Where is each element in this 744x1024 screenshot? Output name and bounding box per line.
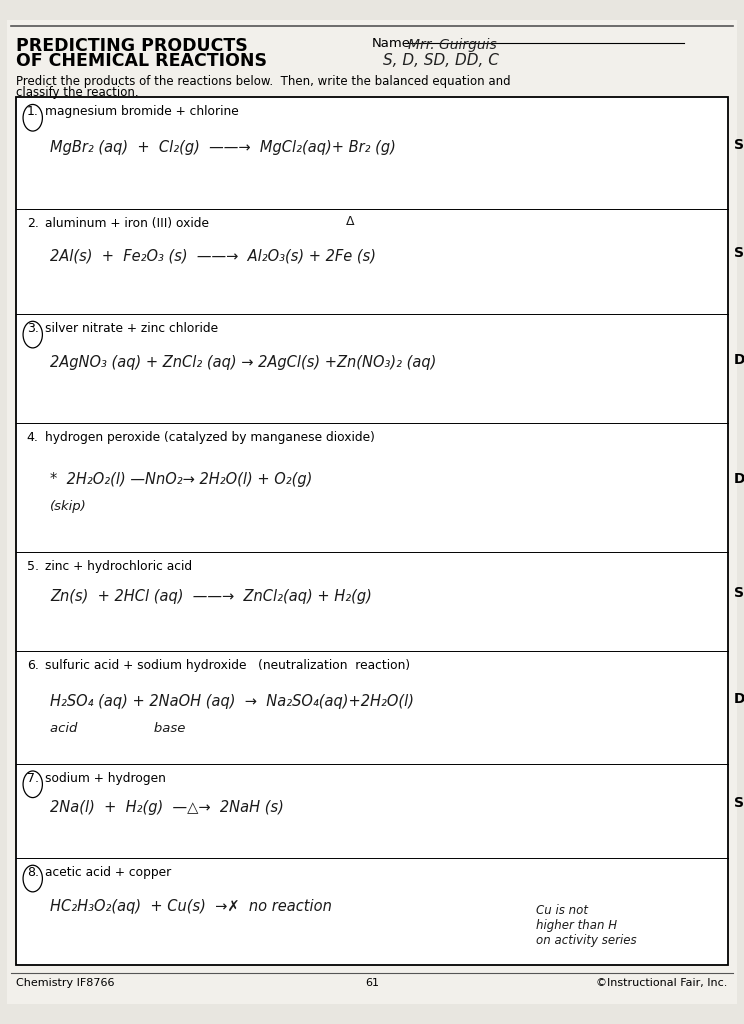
Text: PREDICTING PRODUCTS: PREDICTING PRODUCTS [16,37,248,55]
Text: Mrr. Guirguis: Mrr. Guirguis [408,38,496,52]
Text: Name: Name [372,37,411,50]
Text: hydrogen peroxide (catalyzed by manganese dioxide): hydrogen peroxide (catalyzed by manganes… [45,431,374,443]
Text: ©Instructional Fair, Inc.: ©Instructional Fair, Inc. [596,978,728,988]
Text: OF CHEMICAL REACTIONS: OF CHEMICAL REACTIONS [16,52,267,71]
Text: Chemistry IF8766: Chemistry IF8766 [16,978,115,988]
Text: Cu is not
higher than H
on activity series: Cu is not higher than H on activity seri… [536,903,636,946]
Text: 61: 61 [365,978,379,988]
Text: 2.: 2. [27,217,39,229]
Text: Zn(s)  + 2HCl (aq)  ——→  ZnCl₂(aq) + H₂(g): Zn(s) + 2HCl (aq) ——→ ZnCl₂(aq) + H₂(g) [50,589,372,604]
Text: silver nitrate + zinc chloride: silver nitrate + zinc chloride [45,323,218,335]
Text: H₂SO₄ (aq) + 2NaOH (aq)  →  Na₂SO₄(aq)+2H₂O(l): H₂SO₄ (aq) + 2NaOH (aq) → Na₂SO₄(aq)+2H₂… [50,693,414,709]
Text: sulfuric acid + sodium hydroxide   (neutralization  reaction): sulfuric acid + sodium hydroxide (neutra… [45,658,410,672]
Text: 8.: 8. [27,866,39,880]
Text: SD: SD [734,586,744,600]
Text: HC₂H₃O₂(aq)  + Cu(s)  →✗  no reaction: HC₂H₃O₂(aq) + Cu(s) →✗ no reaction [50,898,332,913]
Text: 3.: 3. [27,323,39,335]
Text: 2AgNO₃ (aq) + ZnCl₂ (aq) → 2AgCl(s) +Zn(NO₃)₂ (aq): 2AgNO₃ (aq) + ZnCl₂ (aq) → 2AgCl(s) +Zn(… [50,355,436,371]
Text: acetic acid + copper: acetic acid + copper [45,866,171,880]
Text: SD: SD [734,137,744,152]
FancyBboxPatch shape [7,20,737,1004]
Text: 7.: 7. [27,772,39,785]
Text: 2Na(l)  +  H₂(g)  —△→  2NaH (s): 2Na(l) + H₂(g) —△→ 2NaH (s) [50,800,283,815]
Text: (skip): (skip) [50,501,86,513]
Text: classify the reaction.: classify the reaction. [16,86,139,99]
Text: *  2H₂O₂(l) —NnO₂→ 2H₂O(l) + O₂(g): * 2H₂O₂(l) —NnO₂→ 2H₂O(l) + O₂(g) [50,472,312,486]
Text: DD: DD [734,353,744,368]
Text: D: D [734,472,744,486]
Text: zinc + hydrochloric acid: zinc + hydrochloric acid [45,560,192,572]
Text: S: S [734,796,743,810]
Text: sodium + hydrogen: sodium + hydrogen [45,772,165,785]
Text: S, D, SD, DD, C: S, D, SD, DD, C [383,53,499,69]
Text: Predict the products of the reactions below.  Then, write the balanced equation : Predict the products of the reactions be… [16,75,511,88]
Text: 4.: 4. [27,431,39,443]
Text: magnesium bromide + chlorine: magnesium bromide + chlorine [45,105,238,119]
Text: DD: DD [734,692,744,706]
Bar [16,97,728,965]
Text: 1.: 1. [27,105,39,119]
Text: MgBr₂ (aq)  +  Cl₂(g)  ——→  MgCl₂(aq)+ Br₂ (g): MgBr₂ (aq) + Cl₂(g) ——→ MgCl₂(aq)+ Br₂ (… [50,139,396,155]
Text: Δ: Δ [345,215,354,228]
Text: 2Al(s)  +  Fe₂O₃ (s)  ——→  Al₂O₃(s) + 2Fe (s): 2Al(s) + Fe₂O₃ (s) ——→ Al₂O₃(s) + 2Fe (s… [50,249,376,263]
Text: 6.: 6. [27,658,39,672]
Text: aluminum + iron (III) oxide: aluminum + iron (III) oxide [45,217,208,229]
Text: acid                  base: acid base [50,722,185,735]
Text: SD: SD [734,246,744,260]
Text: 5.: 5. [27,560,39,572]
